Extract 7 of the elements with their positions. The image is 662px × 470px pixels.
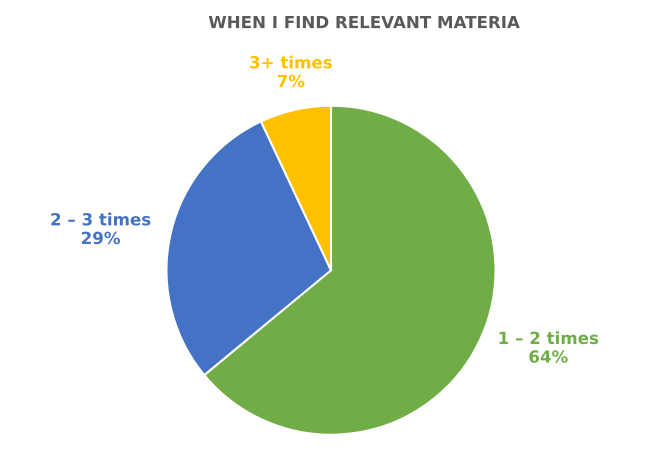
data-label: 64% bbox=[529, 350, 568, 363]
slice-label: 2 – 3 times bbox=[51, 212, 150, 226]
chart-title: WHEN I FIND RELEVANT MATERIA bbox=[208, 16, 520, 28]
data-label: 7% bbox=[278, 74, 304, 88]
data-label: 29% bbox=[82, 232, 120, 244]
slice-label: 1 – 2 times bbox=[500, 331, 598, 344]
slice-label: 3+ times bbox=[250, 56, 332, 69]
